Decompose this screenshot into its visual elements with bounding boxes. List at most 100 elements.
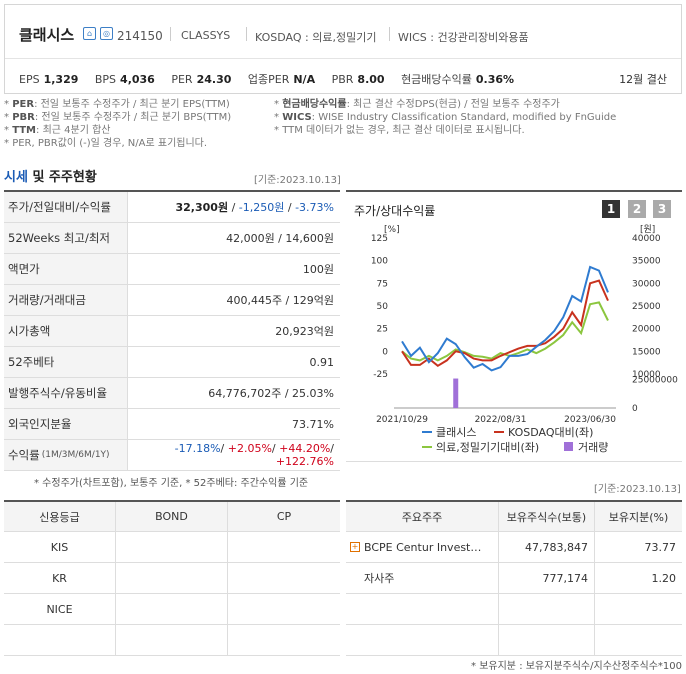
- right-tick-label: 25000: [632, 302, 661, 312]
- divider: [170, 27, 171, 41]
- stock-code: 214150: [117, 29, 163, 43]
- chart-page-1-button[interactable]: 1: [602, 200, 620, 218]
- pbr-value: 8.00: [357, 73, 385, 86]
- note-line: * 현금배당수익률: 최근 결산 수정DPS(현금) / 전일 보통주 수정주가: [274, 99, 560, 110]
- price-footnote: * 수정주가(차트포함), 보통주 기준, * 52주베타: 주간수익률 기준: [34, 478, 309, 489]
- left-tick-label: 0: [382, 347, 388, 357]
- row-value: 64,776,702주 / 25.03%: [208, 387, 334, 400]
- left-tick-label: 75: [377, 279, 388, 289]
- volume-tick-label: 0: [632, 404, 638, 414]
- right-axis-unit: [원]: [640, 224, 655, 235]
- volume-tick-label: 25000000: [632, 376, 678, 386]
- shares-cell: 777,174: [499, 563, 595, 593]
- table-row: + BCPE Centur Investm… 47,783,847 73.77: [346, 532, 682, 563]
- table-row: 발행주식수/유동비율 64,776,702주 / 25.03%: [4, 378, 340, 409]
- legend-label: KOSDAQ대비(좌): [508, 426, 593, 439]
- holder-name[interactable]: BCPE Centur Investm…: [364, 540, 492, 554]
- right-tick-label: 30000: [632, 279, 661, 289]
- notes-left: * PER: 전일 보통주 수정주가 / 최근 분기 EPS(TTM) * PB…: [4, 98, 231, 150]
- row-label: 52Weeks 최고/최저: [4, 223, 128, 253]
- note-line: * TTM: 최근 4분기 합산: [4, 125, 111, 136]
- legend-label: 클래시스: [436, 426, 476, 439]
- chart-title: 주가/상대수익률: [354, 204, 436, 218]
- divider: [389, 27, 390, 41]
- table-row: 액면가 100원: [4, 254, 340, 285]
- header-top: 클래시스 ⌂ ◎ 214150 CLASSYS KOSDAQ : 의료,정밀기기…: [5, 5, 681, 59]
- x-tick-label: 2021/10/29: [376, 415, 428, 425]
- table-row: KIS: [4, 532, 340, 563]
- credit-rating-table: 신용등급 BOND CP KIS KR NICE: [4, 500, 340, 656]
- row-label: 액면가: [4, 254, 128, 284]
- company-header: 클래시스 ⌂ ◎ 214150 CLASSYS KOSDAQ : 의료,정밀기기…: [4, 4, 682, 94]
- shares-cell: [499, 594, 595, 624]
- table-row: 52Weeks 최고/최저 42,000원 / 14,600원: [4, 223, 340, 254]
- holder-name-cell[interactable]: + BCPE Centur Investm…: [346, 532, 499, 562]
- home-icon[interactable]: ⌂: [83, 27, 96, 40]
- legend-label: 거래량: [578, 441, 608, 454]
- note-line: * PBR: 전일 보통주 수정주가 / 최근 분기 BPS(TTM): [4, 112, 232, 123]
- left-tick-label: 100: [371, 257, 388, 267]
- column-header: BOND: [116, 502, 228, 531]
- cp-cell: [228, 563, 340, 593]
- table-row: 52주베타 0.91: [4, 347, 340, 378]
- eps-value: 1,329: [43, 73, 79, 86]
- chart-page-2-button[interactable]: 2: [628, 200, 646, 218]
- chart-page-3-button[interactable]: 3: [653, 200, 671, 218]
- bond-cell: [116, 594, 228, 624]
- section-title: 시세 및 주주현황: [4, 170, 97, 185]
- note-line: * WICS: WISE Industry Classification Sta…: [274, 112, 617, 123]
- column-header: 보유주식수(보통): [499, 502, 595, 531]
- pct-cell: 1.20: [651, 571, 677, 585]
- company-name: 클래시스: [19, 26, 75, 44]
- pct-cell: [595, 594, 682, 624]
- ir-icon[interactable]: ◎: [100, 27, 113, 40]
- row-label: 거래량/거래대금: [4, 285, 128, 315]
- row-label: 발행주식수/유동비율: [4, 378, 128, 408]
- bps-value: 4,036: [120, 73, 155, 86]
- settlement-month: 12월 결산: [619, 73, 667, 86]
- pct-cell: [595, 625, 682, 655]
- price-table: 주가/전일대비/수익률 32,300원 / -1,250원 / -3.73% 5…: [4, 190, 340, 471]
- row-value: 73.71%: [292, 417, 334, 431]
- row-label: 시가총액: [4, 316, 128, 346]
- table-row: 거래량/거래대금 400,445주 / 129억원: [4, 285, 340, 316]
- column-header: CP: [276, 510, 292, 523]
- row-value: 32,300원 / -1,250원 / -3.73%: [175, 201, 335, 214]
- holder-name: 자사주: [346, 563, 499, 593]
- expand-icon[interactable]: +: [350, 542, 360, 552]
- returns-value: -17.18%/ +2.05%/ +44.20%/ +122.76%: [174, 442, 334, 468]
- left-tick-label: 125: [371, 234, 388, 244]
- row-value: 42,000원 / 14,600원: [226, 232, 334, 245]
- row-value: 400,445주 / 129억원: [226, 294, 334, 307]
- price-chart: [%] [원] 125 100 75 50 25 0 -25 40000 35000 30000 250…: [371, 224, 678, 454]
- volume-bar: [453, 378, 459, 408]
- right-tick-label: 15000: [632, 347, 661, 357]
- pbr-label: PBR: [331, 73, 354, 86]
- right-tick-label: 10000: [632, 370, 661, 380]
- table-row: NICE: [4, 594, 340, 625]
- agency-cell: NICE: [4, 594, 116, 624]
- sector-per-label: 업종PER: [247, 73, 290, 86]
- left-tick-label: 25: [377, 325, 388, 335]
- row-label: 수익률 (1M/3M/6M/1Y): [4, 440, 128, 470]
- table-row: 자사주 777,174 1.20: [346, 563, 682, 594]
- table-header-row: 주요주주 보유주식수(보통) 보유지분(%): [346, 502, 682, 532]
- table-header-row: 신용등급 BOND CP: [4, 502, 340, 532]
- notes-right: * 현금배당수익률: 최근 결산 수정DPS(현금) / 전일 보통주 수정주가…: [274, 98, 616, 137]
- series-line-price: [401, 265, 609, 372]
- wics-sector: WICS : 건강관리장비와용품: [398, 31, 529, 44]
- series-line-sector-relative: [401, 301, 609, 362]
- table-row: 수익률 (1M/3M/6M/1Y) -17.18%/ +2.05%/ +44.20…: [4, 440, 340, 471]
- cp-cell: [228, 594, 340, 624]
- header-stats: EPS 1,329 BPS 4,036 PER 24.30 업종PER N/A PBR 8…: [19, 71, 514, 87]
- table-row: [346, 594, 682, 625]
- row-value: 100원: [302, 263, 334, 276]
- holder-name: [346, 625, 499, 655]
- per-label: PER: [171, 73, 193, 86]
- bps-label: BPS: [94, 73, 117, 86]
- dividend-yield-value: 0.36%: [475, 73, 515, 86]
- left-tick-label: -25: [373, 370, 388, 380]
- right-tick-label: 35000: [632, 257, 661, 267]
- shares-cell: [499, 625, 595, 655]
- note-line: * PER: 전일 보통주 수정주가 / 최근 분기 EPS(TTM): [4, 99, 230, 110]
